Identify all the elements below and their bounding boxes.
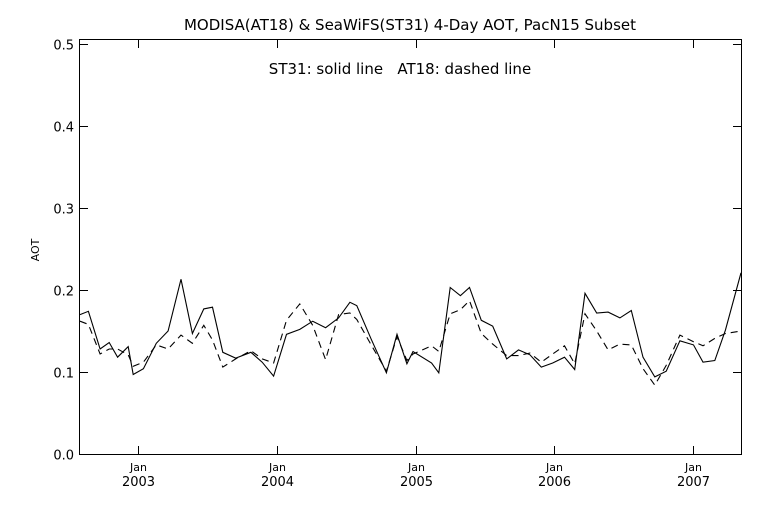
plot-frame [79, 39, 742, 455]
x-tick-year-label: 2003 [122, 475, 155, 490]
legend-annotation: ST31: solid line AT18: dashed line [269, 60, 531, 78]
x-tick-month-label: Jan [407, 461, 425, 474]
series-line-at18 [79, 299, 742, 387]
x-tick-year-label: 2007 [677, 475, 710, 490]
x-tick-year-label: 2004 [261, 475, 294, 490]
x-tick-month-label: Jan [684, 461, 702, 474]
y-tick-label: 0.3 [53, 203, 74, 218]
x-tick-month-label: Jan [129, 461, 147, 474]
y-tick-label: 0.2 [53, 285, 74, 300]
y-tick-label: 0.1 [53, 367, 74, 382]
chart-title: MODISA(AT18) & SeaWiFS(ST31) 4-Day AOT, … [184, 16, 636, 34]
x-tick-year-label: 2005 [400, 475, 433, 490]
y-axis: 0.0 0.1 0.2 0.3 0.4 0.5 [53, 39, 741, 464]
x-tick-year-label: 2006 [538, 475, 571, 490]
series-layer [79, 272, 742, 387]
y-tick-label: 0.4 [53, 121, 74, 136]
y-axis-label: AOT [29, 238, 42, 261]
y-tick-label: 0.0 [53, 449, 74, 464]
series-line-st31 [79, 272, 742, 378]
x-tick-month-label: Jan [545, 461, 563, 474]
x-tick-month-label: Jan [268, 461, 286, 474]
y-tick-label: 0.5 [53, 39, 74, 54]
